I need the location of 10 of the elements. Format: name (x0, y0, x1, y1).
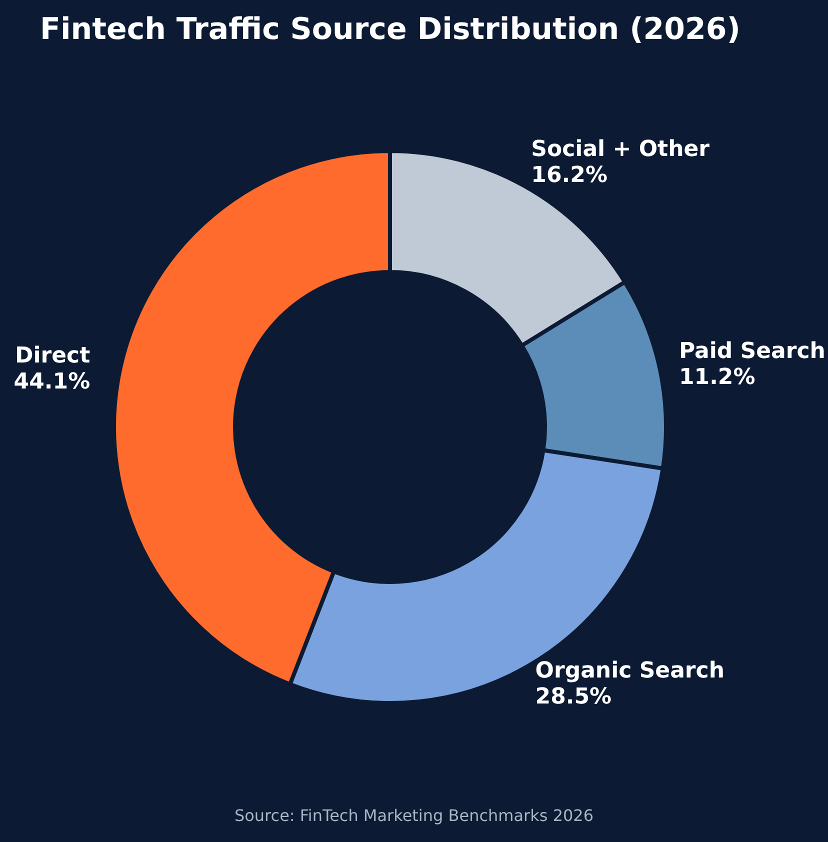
slice-label: Social + Other (531, 137, 710, 162)
data-label: 11.2% (678, 365, 756, 390)
source-note: Source: FinTech Marketing Benchmarks 2026 (233, 806, 595, 825)
slice-label: Organic Search (535, 658, 724, 684)
data-label: 16.2% (531, 163, 608, 188)
slice-label: Direct (15, 344, 91, 369)
data-label: 44.1% (14, 370, 90, 395)
data-label: 28.5% (535, 684, 612, 710)
slice-label: Paid Search (678, 339, 826, 364)
chart-title: Fintech Traffic Source Distribution (2026) (40, 12, 740, 47)
